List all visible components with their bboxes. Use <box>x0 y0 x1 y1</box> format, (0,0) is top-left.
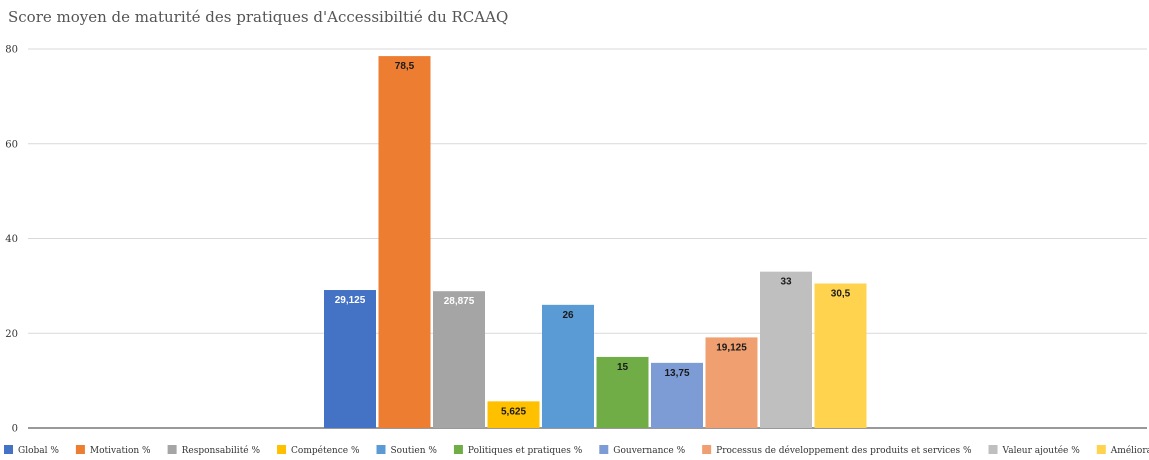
y-tick-label: 40 <box>5 234 18 245</box>
y-tick-label: 60 <box>5 139 18 150</box>
legend: Global % Motivation % Responsabilité % Comp… <box>4 445 1149 456</box>
chart-title: Score moyen de maturité des pratiques d'… <box>8 8 509 26</box>
bar[interactable] <box>705 337 758 428</box>
data-label: 78,5 <box>395 61 415 72</box>
data-label: 30,5 <box>831 289 851 300</box>
legend-item[interactable]: Motivation % <box>75 445 151 456</box>
data-label: 26 <box>562 310 574 321</box>
bar[interactable] <box>542 304 594 428</box>
data-label: 33 <box>780 277 792 288</box>
legend-item[interactable]: Gouvernance % <box>599 445 686 456</box>
legend-swatch <box>702 445 712 454</box>
legend-item[interactable]: Processus de développement des produits … <box>702 445 972 456</box>
legend-label: Motivation % <box>90 446 151 456</box>
y-axis-ticks: 0 20 40 60 80 <box>5 45 18 435</box>
data-label: 29,125 <box>335 295 366 306</box>
legend-swatch <box>277 445 287 454</box>
bar[interactable] <box>487 401 540 428</box>
legend-swatch <box>599 445 609 454</box>
bars <box>324 56 867 428</box>
bar[interactable] <box>324 290 376 428</box>
data-label: 13,75 <box>664 368 689 379</box>
data-label: 5,625 <box>501 406 526 417</box>
legend-swatch <box>75 445 85 454</box>
legend-swatch <box>376 445 386 454</box>
legend-item[interactable]: Amélioration continue et innovation % <box>1096 445 1149 456</box>
bar[interactable] <box>760 271 812 428</box>
bar[interactable] <box>814 283 867 428</box>
legend-item[interactable]: Soutien % <box>376 445 438 456</box>
bar[interactable] <box>433 291 485 428</box>
legend-label: Processus de développement des produits … <box>716 445 972 456</box>
legend-swatch <box>167 445 177 454</box>
legend-swatch <box>453 445 463 454</box>
legend-swatch <box>988 445 998 454</box>
data-label: 19,125 <box>716 342 747 353</box>
legend-label: Global % <box>18 446 59 456</box>
data-label: 28,875 <box>444 296 475 307</box>
legend-item[interactable]: Global % <box>4 445 59 456</box>
legend-swatch <box>4 445 13 454</box>
y-tick-label: 0 <box>12 424 18 435</box>
data-labels: 29,125 78,5 28,875 5,625 26 15 13,75 19,125 33 30… <box>335 61 851 417</box>
legend-label: Politiques et pratiques % <box>468 446 583 456</box>
y-tick-label: 80 <box>5 45 18 56</box>
y-tick-label: 20 <box>5 329 18 340</box>
bar[interactable] <box>651 362 703 428</box>
legend-item[interactable]: Politiques et pratiques % <box>453 445 583 456</box>
legend-label: Gouvernance % <box>613 446 685 456</box>
legend-label: Soutien % <box>391 446 438 456</box>
bar[interactable] <box>596 356 649 428</box>
legend-item[interactable]: Valeur ajoutée % <box>988 445 1081 456</box>
legend-label: Compétence % <box>291 445 360 456</box>
legend-item[interactable]: Compétence % <box>277 445 360 456</box>
data-label: 15 <box>617 362 629 373</box>
legend-label: Valeur ajoutée % <box>1002 445 1081 456</box>
bar[interactable] <box>378 56 431 428</box>
legend-swatch <box>1096 445 1106 454</box>
legend-item[interactable]: Responsabilité % <box>167 445 261 456</box>
legend-label: Responsabilité % <box>182 445 261 456</box>
legend-label: Amélioration continue et innovation % <box>1110 445 1149 456</box>
